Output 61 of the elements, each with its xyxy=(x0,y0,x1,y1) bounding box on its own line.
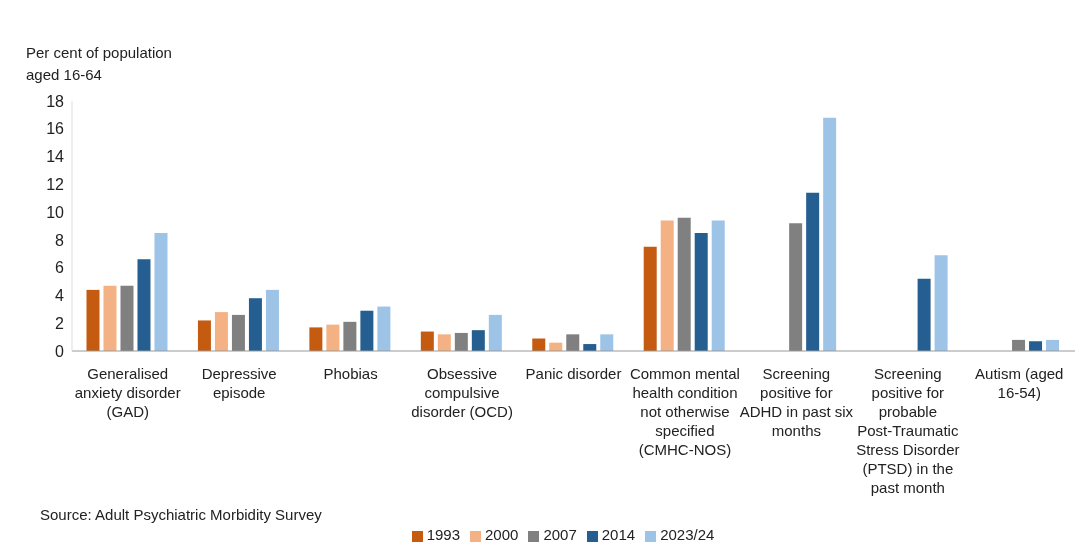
y-tick-label: 16 xyxy=(46,120,65,138)
x-tick-label: Screening positive for ADHD in past six months xyxy=(739,365,854,439)
bar xyxy=(789,223,803,351)
x-tick-label: Obsessive compulsive disorder (OCD) xyxy=(411,365,513,420)
bar xyxy=(231,314,245,351)
bar xyxy=(1046,339,1060,351)
bar xyxy=(566,334,580,351)
bar xyxy=(137,259,151,351)
y-tick-label: 0 xyxy=(55,342,65,360)
bar xyxy=(420,331,434,351)
bar xyxy=(454,332,468,351)
legend-label: 1993 xyxy=(426,526,460,543)
y-tick-label: 6 xyxy=(55,259,65,277)
bar xyxy=(437,334,451,351)
bar xyxy=(600,334,614,351)
legend-label: 2000 xyxy=(485,526,519,543)
y-axis-title: Per cent of population aged 16-64 xyxy=(26,43,173,85)
bar xyxy=(377,306,391,351)
y-tick-label: 18 xyxy=(46,92,65,110)
y-tick-label: 2 xyxy=(55,314,65,332)
bar xyxy=(360,310,374,351)
bar xyxy=(214,312,228,351)
x-tick-label: Common mental health condition not otherwise specified (CMHC-NOS) xyxy=(629,365,740,458)
bar xyxy=(86,289,100,351)
source-note: Source: Adult Psychiatric Morbidity Survey xyxy=(40,506,322,523)
bar xyxy=(488,314,502,351)
bar xyxy=(823,117,837,351)
x-tick-label: Depressive episode xyxy=(201,365,277,401)
bar xyxy=(643,246,657,351)
bar xyxy=(1012,339,1026,351)
bar xyxy=(660,220,674,351)
bar xyxy=(471,330,485,351)
bar xyxy=(677,217,691,351)
y-tick-label: 14 xyxy=(46,148,65,166)
x-tick-label: Generalised anxiety disorder (GAD) xyxy=(74,365,181,420)
legend-label: 2014 xyxy=(601,526,636,543)
bar xyxy=(265,289,279,351)
bar xyxy=(309,327,323,351)
x-tick-label: Screening positive for probable Post-Traumatic Stress Disorder (PTSD) in the past month xyxy=(856,365,960,496)
bar xyxy=(103,285,117,351)
legend-label: 2007 xyxy=(543,526,577,543)
bar xyxy=(934,255,948,351)
x-tick-label: Panic disorder xyxy=(525,365,622,382)
bar xyxy=(154,232,168,351)
x-tick-label: Phobias xyxy=(323,365,378,382)
y-tick-label: 8 xyxy=(55,231,65,249)
bar xyxy=(197,320,211,351)
legend-label: 2023/24 xyxy=(660,526,715,543)
x-tick-label: Autism (aged 16-54) xyxy=(975,365,1064,401)
bar xyxy=(343,321,357,351)
bar xyxy=(1029,341,1043,351)
bar xyxy=(694,232,708,351)
bar xyxy=(711,220,725,351)
bar xyxy=(326,324,340,351)
bar xyxy=(917,278,931,351)
bar xyxy=(806,192,820,351)
y-tick-label: 12 xyxy=(46,176,65,194)
bar xyxy=(120,285,134,351)
y-tick-label: 4 xyxy=(55,287,65,305)
y-tick-label: 10 xyxy=(46,203,65,221)
bar xyxy=(248,298,262,351)
